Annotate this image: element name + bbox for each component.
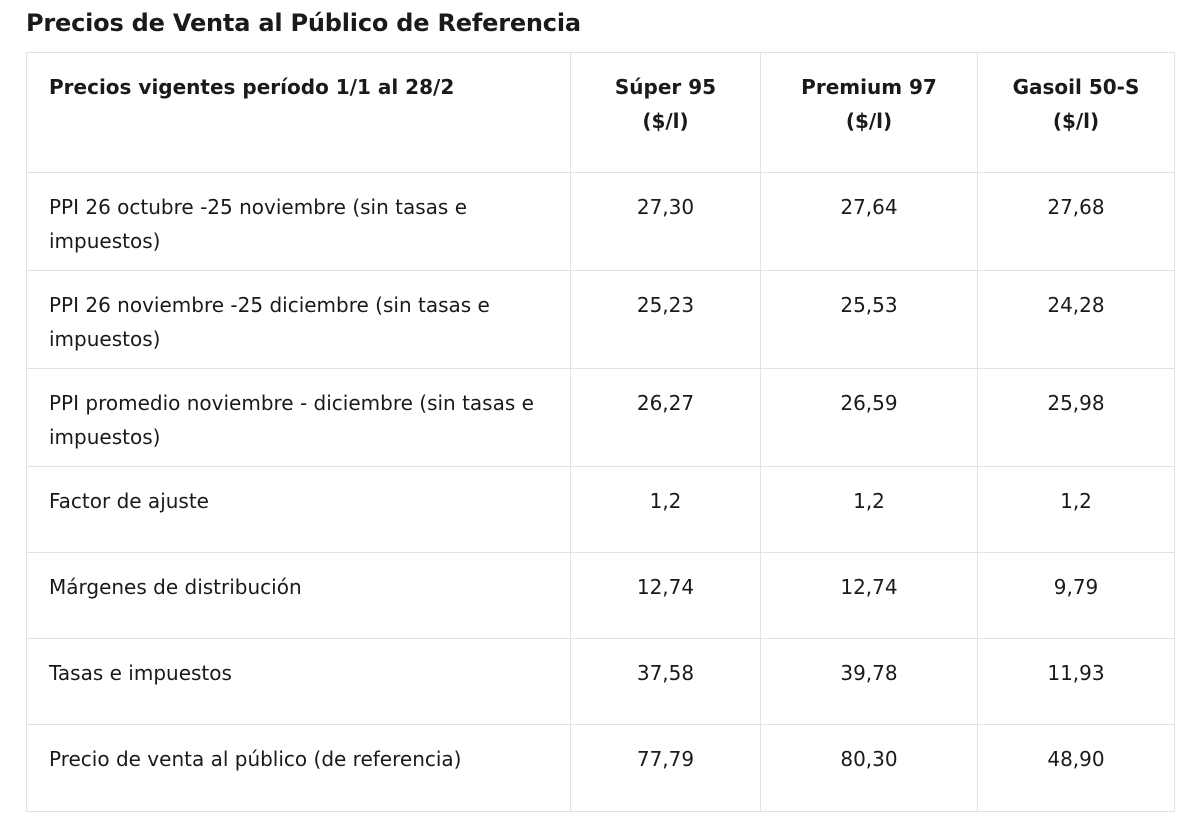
table-row-total: Precio de venta al público (de referenci…: [26, 724, 1175, 812]
cell-value: 9,79: [977, 552, 1175, 639]
table-row: PPI 26 octubre -25 noviembre (sin tasas …: [26, 172, 1175, 271]
column-unit: ($/l): [845, 109, 893, 133]
price-table: Precios vigentes período 1/1 al 28/2 Súp…: [26, 52, 1175, 812]
cell-value: 37,58: [570, 638, 761, 725]
cell-value: 12,74: [760, 552, 978, 639]
column-name: Gasoil 50-S: [1012, 75, 1140, 99]
table-row: Márgenes de distribución 12,74 12,74 9,7…: [26, 552, 1175, 639]
cell-value: 11,93: [977, 638, 1175, 725]
header-period-label: Precios vigentes período 1/1 al 28/2: [26, 52, 571, 173]
header-column-super95: Súper 95 ($/l): [570, 52, 761, 173]
cell-value: 39,78: [760, 638, 978, 725]
header-column-premium97: Premium 97 ($/l): [760, 52, 978, 173]
cell-value: 27,64: [760, 172, 978, 271]
row-label: PPI promedio noviembre - diciembre (sin …: [26, 368, 571, 467]
cell-value: 25,23: [570, 270, 761, 369]
row-label: Tasas e impuestos: [26, 638, 571, 725]
table-row: Tasas e impuestos 37,58 39,78 11,93: [26, 638, 1175, 725]
column-name: Súper 95: [614, 75, 717, 99]
row-label: PPI 26 noviembre -25 diciembre (sin tasa…: [26, 270, 571, 369]
cell-value: 26,59: [760, 368, 978, 467]
row-label: Márgenes de distribución: [26, 552, 571, 639]
cell-value: 1,2: [570, 466, 761, 553]
column-name: Premium 97: [801, 75, 937, 99]
cell-value: 80,30: [760, 724, 978, 812]
page-title: Precios de Venta al Público de Referenci…: [26, 9, 581, 37]
cell-value: 24,28: [977, 270, 1175, 369]
table-row: PPI 26 noviembre -25 diciembre (sin tasa…: [26, 270, 1175, 369]
row-label: PPI 26 octubre -25 noviembre (sin tasas …: [26, 172, 571, 271]
cell-value: 27,68: [977, 172, 1175, 271]
cell-value: 1,2: [760, 466, 978, 553]
cell-value: 26,27: [570, 368, 761, 467]
row-label: Factor de ajuste: [26, 466, 571, 553]
cell-value: 27,30: [570, 172, 761, 271]
column-unit: ($/l): [642, 109, 689, 133]
table-row: PPI promedio noviembre - diciembre (sin …: [26, 368, 1175, 467]
column-unit: ($/l): [1052, 109, 1100, 133]
table-row: Factor de ajuste 1,2 1,2 1,2: [26, 466, 1175, 553]
cell-value: 77,79: [570, 724, 761, 812]
cell-value: 1,2: [977, 466, 1175, 553]
cell-value: 25,98: [977, 368, 1175, 467]
row-label: Precio de venta al público (de referenci…: [26, 724, 571, 812]
cell-value: 12,74: [570, 552, 761, 639]
cell-value: 48,90: [977, 724, 1175, 812]
header-column-gasoil50s: Gasoil 50-S ($/l): [977, 52, 1175, 173]
cell-value: 25,53: [760, 270, 978, 369]
table-header-row: Precios vigentes período 1/1 al 28/2 Súp…: [26, 52, 1175, 173]
